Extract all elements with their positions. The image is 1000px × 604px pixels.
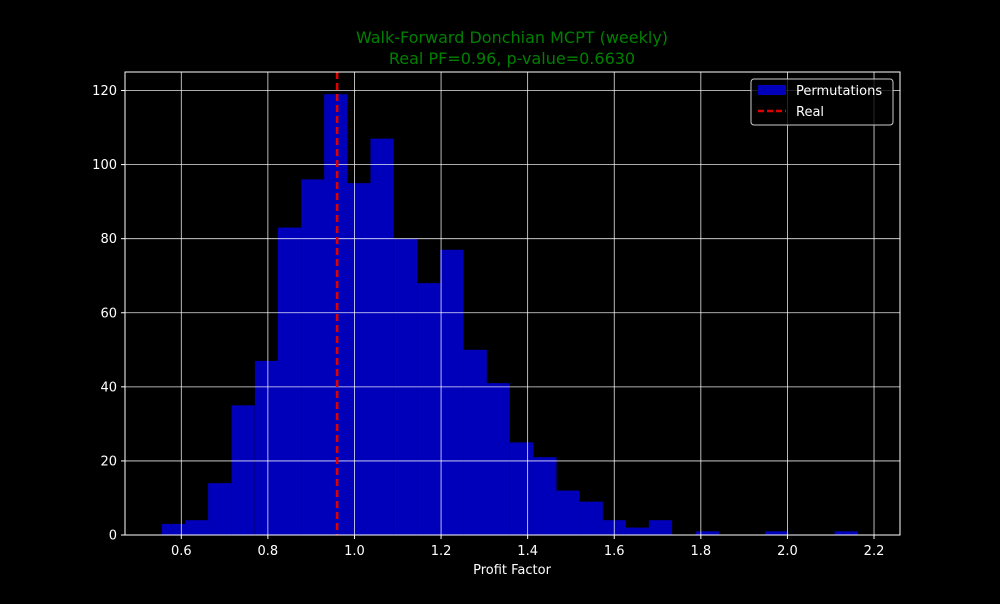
histogram-bar [579,501,603,535]
x-tick-label: 2.0 [777,544,798,559]
chart-title: Walk-Forward Donchian MCPT (weekly) [356,28,668,47]
histogram-bar [556,490,580,535]
y-tick-label: 100 [92,158,117,173]
y-tick-label: 60 [100,306,117,321]
legend-permutations-label: Permutations [796,84,882,99]
y-tick-label: 120 [92,84,117,99]
histogram-bar [231,405,255,535]
histogram-bar [764,531,789,535]
histogram-bar [533,457,557,535]
x-tick-label: 0.6 [171,544,192,559]
histogram-bar [208,483,232,535]
y-tick-label: 80 [100,232,117,247]
histogram-bar [324,94,348,535]
histogram-bar [277,227,302,535]
histogram-bar [625,527,650,535]
legend-box [750,78,894,126]
histogram-bars [161,94,858,536]
histogram-bar [440,249,464,536]
histogram-bar [834,531,858,535]
x-tick-label: 1.8 [690,544,711,559]
x-tick-label: 2.2 [864,544,885,559]
histogram-bar [254,360,279,535]
x-axis-ticks: 0.6 0.8 1.0 1.2 1.4 1.6 1.8 2.0 2.2 [171,535,884,559]
histogram-bar [347,183,371,535]
histogram-bar [417,283,441,535]
histogram-bar [648,520,673,535]
histogram-bar [161,523,186,535]
x-axis-label: Profit Factor [473,563,551,578]
histogram-bar [301,179,325,535]
x-tick-label: 1.4 [517,544,538,559]
legend: Permutations Real [750,78,894,126]
x-tick-label: 1.2 [431,544,452,559]
histogram-bar [486,383,510,535]
histogram-bar [185,520,209,535]
axes-frame [124,71,901,536]
histogram-bar [370,138,394,535]
y-tick-label: 20 [100,454,117,469]
histogram-bar [695,531,719,535]
chart-subtitle: Real PF=0.96, p-value=0.6630 [389,49,635,68]
histogram-bar [509,442,534,535]
histogram-bar [463,349,487,535]
y-axis-ticks: 0 20 40 60 80 100 120 [92,84,125,544]
legend-permutations-swatch [758,85,786,95]
x-tick-label: 1.0 [344,544,365,559]
grid-lines [125,72,900,536]
x-tick-label: 0.8 [258,544,279,559]
legend-real-label: Real [796,105,824,120]
y-tick-label: 40 [100,380,117,395]
x-tick-label: 1.6 [604,544,625,559]
y-tick-label: 0 [109,529,117,544]
